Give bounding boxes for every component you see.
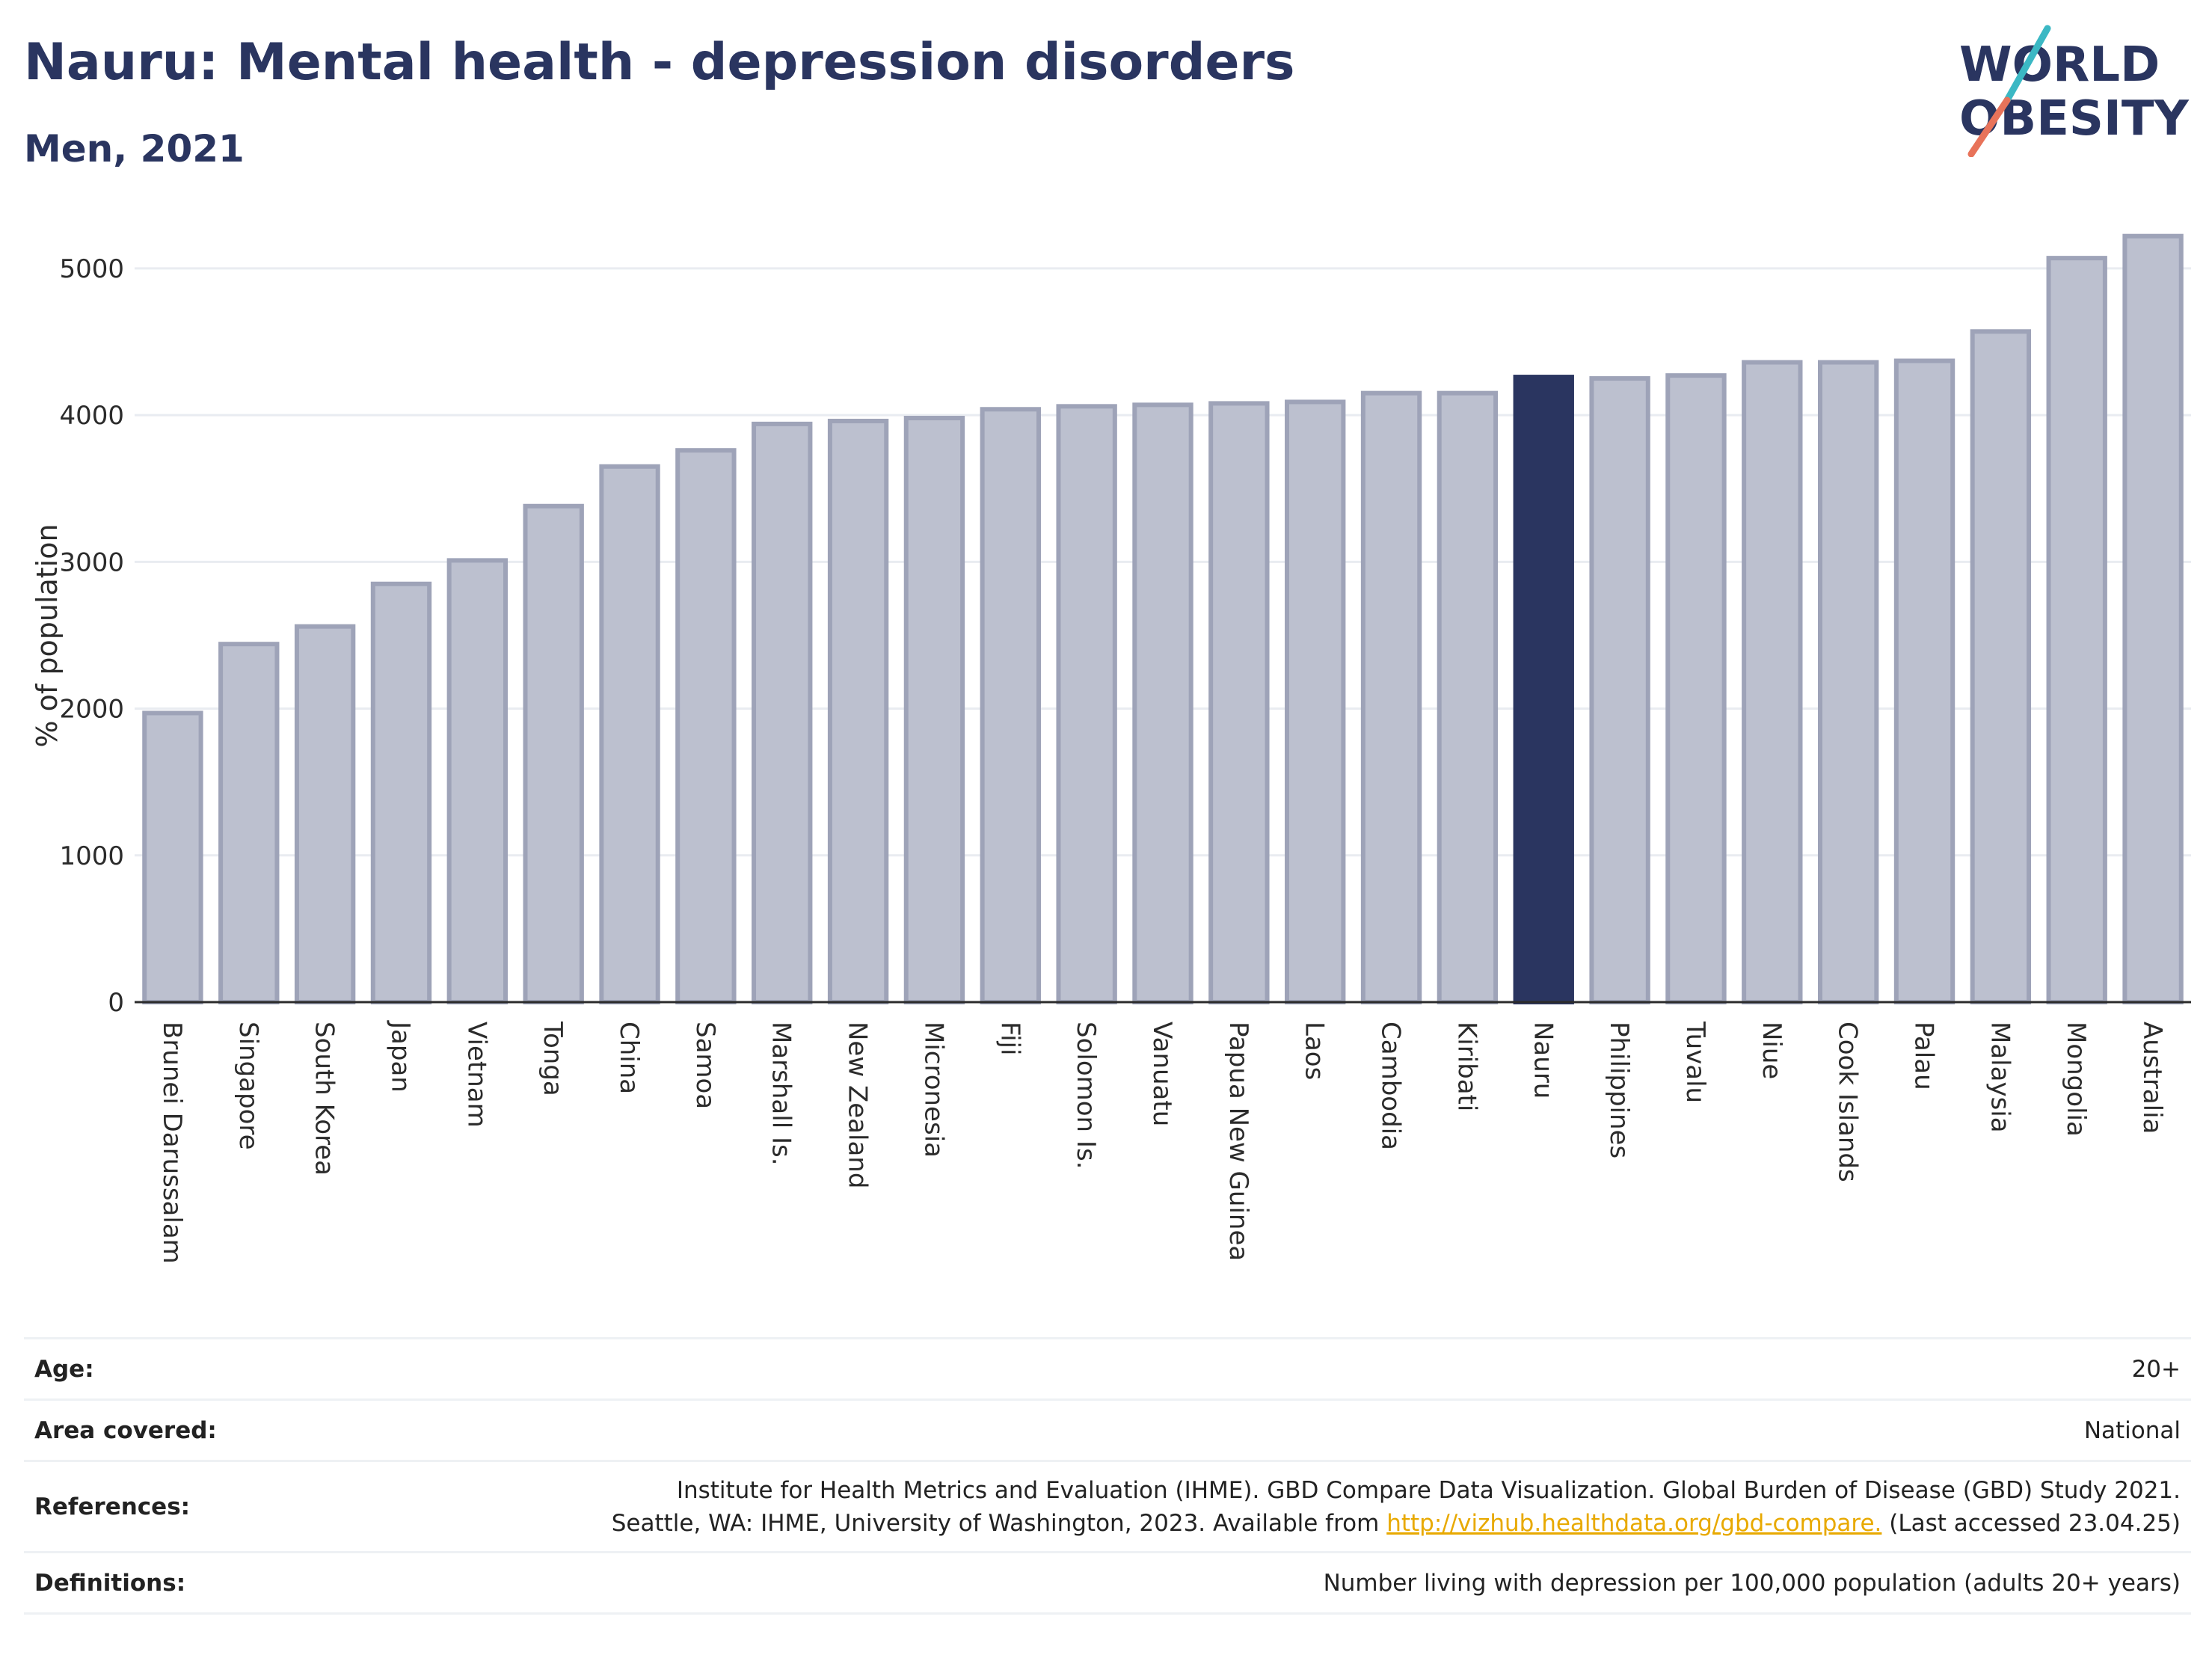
x-tick-label: China — [614, 1022, 644, 1094]
bar-australia — [2122, 233, 2184, 1004]
bar-solomon-is- — [1056, 404, 1117, 1004]
bar-tonga — [523, 503, 584, 1004]
x-tick-label: Singapore — [233, 1022, 263, 1150]
bars — [142, 233, 2184, 1005]
y-tick-label: 3000 — [59, 547, 124, 577]
age-label: Age: — [24, 1337, 419, 1400]
y-tick-label: 5000 — [59, 254, 124, 284]
bar-cook-islands — [1817, 360, 1879, 1004]
x-tick-label: Vietnam — [461, 1022, 491, 1128]
bar-tuvalu — [1665, 373, 1727, 1004]
area-label: Area covered: — [24, 1398, 419, 1461]
x-tick-label: Fiji — [995, 1022, 1024, 1055]
definitions-value: Number living with depression per 100,00… — [419, 1551, 2191, 1615]
y-axis-ticks: 0 1000 2000 3000 4000 5000 — [59, 254, 124, 1018]
x-tick-label: Papua New Guinea — [1223, 1022, 1253, 1261]
x-axis-labels: Brunei Darussalam Singapore South Korea Jap… — [157, 1020, 2167, 1264]
bar-chart: 0 1000 2000 3000 4000 5000 Brunei Darussalam S… — [31, 233, 2191, 1264]
bar-nauru — [1513, 375, 1574, 1004]
y-tick-label: 0 — [108, 988, 124, 1018]
logo-slash-coral — [1967, 96, 2011, 157]
bar-south-korea — [294, 624, 356, 1005]
y-tick-label: 1000 — [59, 841, 124, 871]
world-obesity-logo: WORLD OBESITY — [1959, 25, 2189, 157]
x-tick-label: Vanuatu — [1147, 1022, 1177, 1126]
x-tick-label: Cambodia — [1376, 1022, 1406, 1150]
x-tick-label: Malaysia — [1985, 1022, 2015, 1133]
chart-subtitle: Men, 2021 — [24, 127, 245, 171]
x-tick-label: Tonga — [538, 1021, 568, 1096]
x-tick-label: Mongolia — [2061, 1022, 2091, 1137]
references-link[interactable]: http://vizhub.healthdata.org/gbd-compare… — [1386, 1509, 1882, 1537]
metadata-table: Age: 20+ Area covered: National Referenc… — [24, 1337, 2191, 1615]
references-line2: Seattle, WA: IHME, University of Washing… — [611, 1509, 1380, 1537]
x-tick-label: Palau — [1909, 1022, 1939, 1090]
references-value: Institute for Health Metrics and Evaluat… — [419, 1460, 2191, 1553]
bar-niue — [1742, 360, 1803, 1004]
bar-micronesia — [903, 416, 965, 1004]
age-value: 20+ — [419, 1337, 2191, 1400]
references-line1: Institute for Health Metrics and Evaluat… — [676, 1476, 2181, 1504]
bar-marshall-is- — [752, 421, 813, 1004]
bar-fiji — [980, 407, 1041, 1004]
x-tick-label: Niue — [1757, 1022, 1787, 1079]
x-tick-label: Kiribati — [1451, 1022, 1481, 1111]
x-tick-label: Laos — [1300, 1022, 1330, 1080]
bar-cambodia — [1360, 390, 1422, 1004]
bar-china — [599, 464, 660, 1004]
logo-line1: WORLD — [1959, 37, 2160, 93]
bar-singapore — [218, 642, 280, 1004]
logo-slash-teal — [2003, 25, 2051, 104]
references-accessed: (Last accessed 23.04.25) — [1889, 1509, 2181, 1537]
x-tick-label: Australia — [2137, 1022, 2167, 1134]
area-value: National — [419, 1398, 2191, 1461]
x-tick-label: Marshall Is. — [766, 1022, 796, 1166]
x-tick-label: Nauru — [1528, 1022, 1558, 1099]
bar-papua-new-guinea — [1208, 401, 1270, 1004]
bar-mongolia — [2046, 256, 2107, 1004]
x-tick-label: Tuvalu — [1680, 1021, 1710, 1103]
bar-new-zealand — [827, 418, 889, 1004]
x-tick-label: Japan — [385, 1020, 415, 1093]
bar-philippines — [1589, 376, 1650, 1005]
bar-samoa — [675, 448, 737, 1004]
x-tick-label: Cook Islands — [1833, 1022, 1863, 1182]
bar-vanuatu — [1132, 402, 1193, 1004]
bar-kiribati — [1437, 390, 1499, 1004]
definitions-label: Definitions: — [24, 1551, 419, 1615]
x-tick-label: Philippines — [1604, 1022, 1634, 1158]
x-tick-label: New Zealand — [843, 1022, 873, 1188]
bar-malaysia — [1970, 329, 2032, 1004]
bar-palau — [1893, 358, 1956, 1005]
y-tick-label: 4000 — [59, 401, 124, 431]
bar-brunei-darussalam — [142, 710, 203, 1004]
bar-japan — [370, 581, 432, 1004]
x-tick-label: South Korea — [310, 1022, 340, 1176]
y-axis-label: % of population — [31, 523, 64, 747]
bar-laos — [1285, 399, 1346, 1004]
references-label: References: — [24, 1460, 419, 1553]
y-tick-label: 2000 — [59, 695, 124, 725]
x-tick-label: Micronesia — [918, 1022, 948, 1158]
x-tick-label: Brunei Darussalam — [157, 1022, 187, 1264]
x-tick-label: Solomon Is. — [1071, 1022, 1101, 1169]
bar-vietnam — [446, 558, 509, 1004]
x-tick-label: Samoa — [690, 1022, 720, 1109]
chart-title: Nauru: Mental health - depression disord… — [24, 33, 1295, 92]
